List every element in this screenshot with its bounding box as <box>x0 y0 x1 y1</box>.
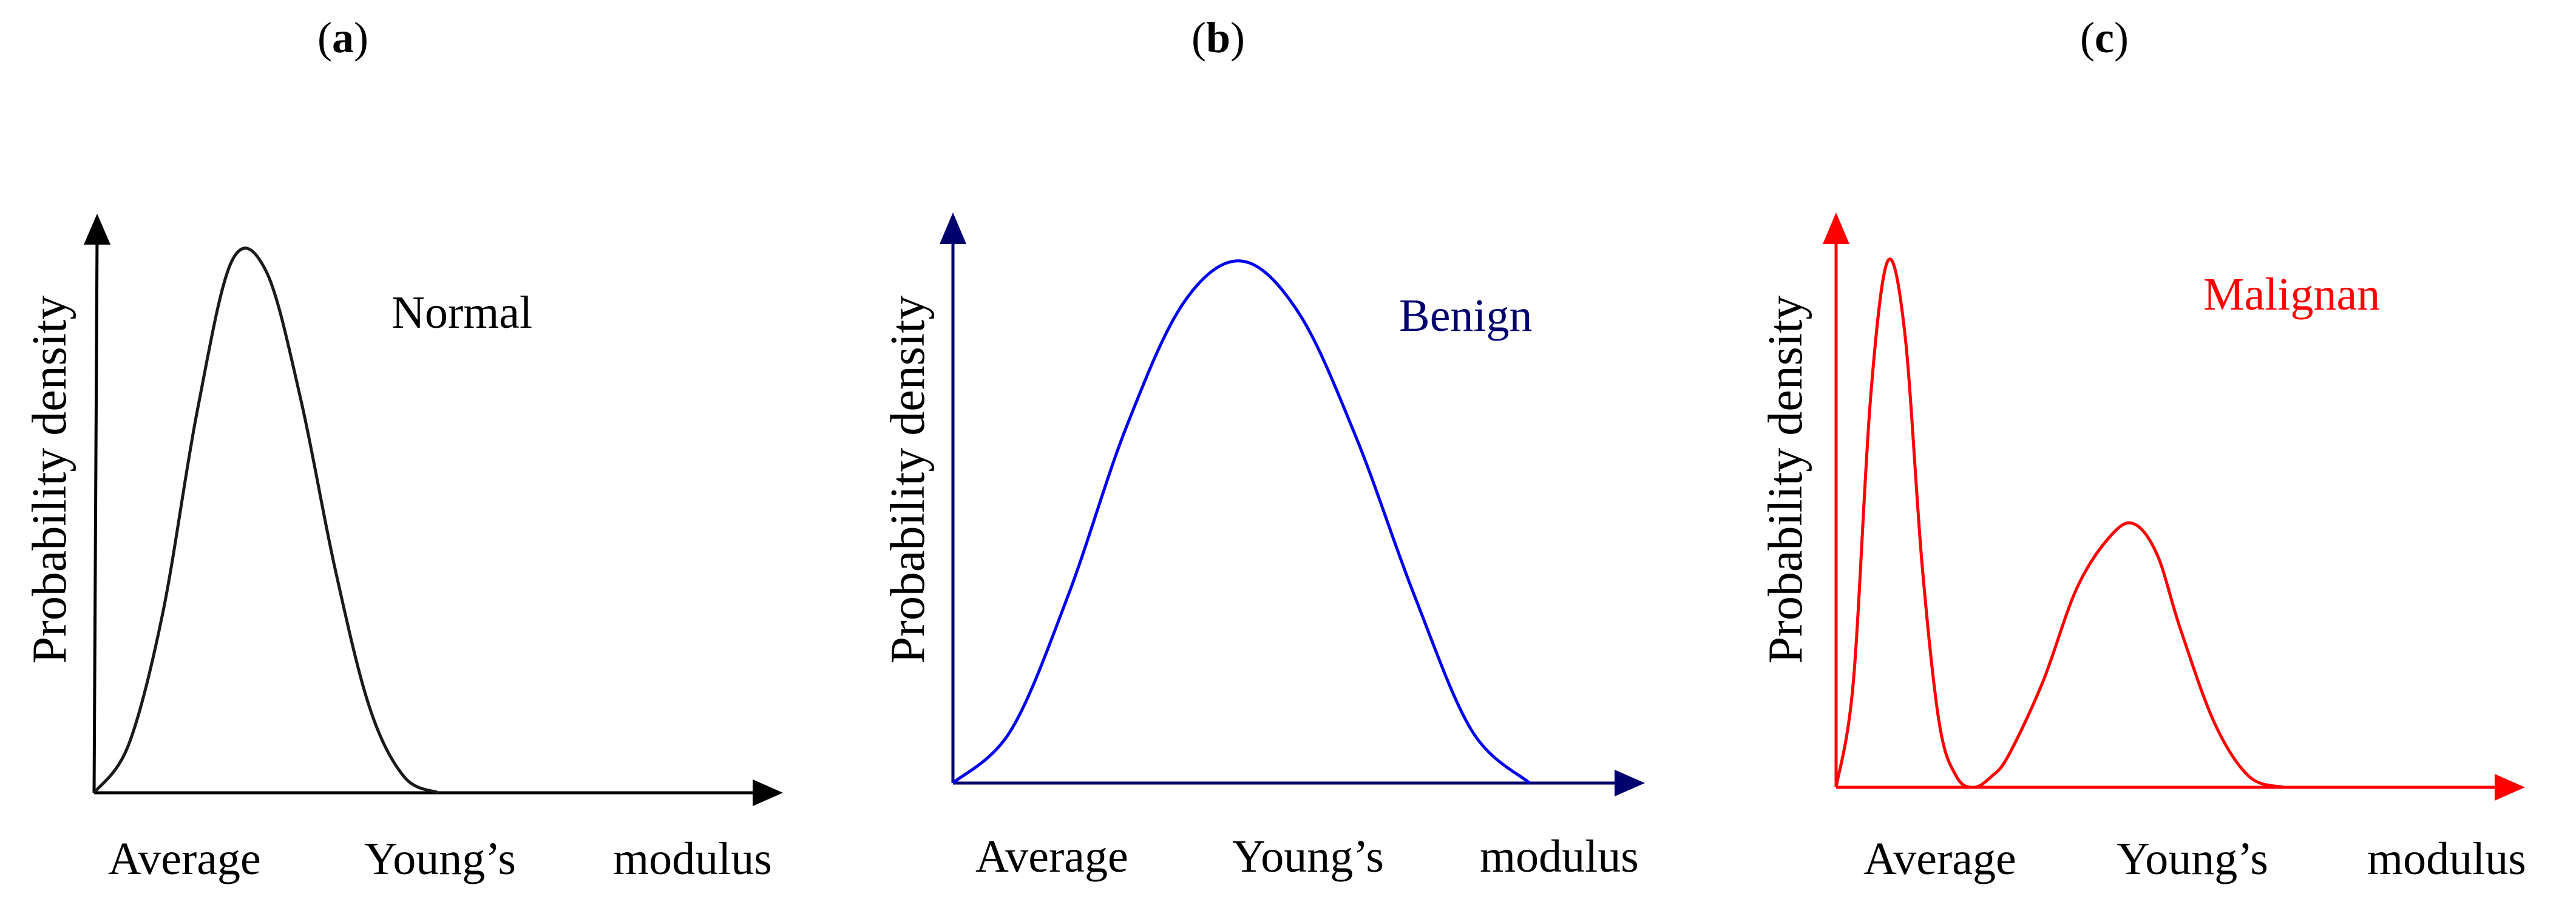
panel-b-y-axis-arrowhead <box>940 212 966 244</box>
panel-a-y-axis-label: Probability density <box>23 296 76 664</box>
panel-a-x-axis-arrowhead <box>753 779 783 806</box>
panel-c-letter-text: c <box>2095 13 2114 62</box>
panel-b-letter-text: b <box>1206 13 1230 62</box>
panel-a-letter: (a) <box>317 13 368 62</box>
panel-c-x-axis-arrowhead <box>2495 774 2525 801</box>
panel-a-letter-text: a <box>332 13 354 62</box>
panel-b-benign-curve <box>952 259 1531 784</box>
panel-a-x-label-modulus: modulus <box>613 833 772 884</box>
panel-a-normal-curve <box>92 246 439 795</box>
panel-b-x-label-average: Average <box>975 831 1128 882</box>
panel-c-y-axis-label: Probability density <box>1759 296 1812 664</box>
panel-c-malignan-curve <box>1834 257 2285 789</box>
panel-a-y-axis-arrowhead <box>84 214 110 245</box>
panel-b-series-label: Benign <box>1399 290 1533 341</box>
panel-c: (c) Probability density Malignan Average… <box>1759 13 2526 884</box>
panel-a-x-label-youngs: Young’s <box>364 833 516 884</box>
panel-c-x-label-youngs: Young’s <box>2117 833 2268 884</box>
panel-b: (b) Probability density Benign Average Y… <box>881 13 1645 882</box>
panel-a-series-label: Normal <box>391 287 532 338</box>
panel-c-series-label: Malignan <box>2203 269 2380 320</box>
panel-c-letter: (c) <box>2080 13 2129 62</box>
panel-b-y-axis-label: Probability density <box>881 296 935 664</box>
panel-b-letter: (b) <box>1191 13 1245 62</box>
panel-b-x-axis-arrowhead <box>1615 770 1645 796</box>
panel-c-x-label-average: Average <box>1863 833 2016 884</box>
panel-a: (a) Probability density Normal Average Y… <box>23 13 783 884</box>
panel-a-x-label-average: Average <box>108 833 261 884</box>
panel-c-y-axis-arrowhead <box>1823 212 1849 244</box>
panel-b-x-label-modulus: modulus <box>1480 831 1639 882</box>
panel-a-y-axis <box>92 233 99 793</box>
panel-c-x-label-modulus: modulus <box>2367 833 2526 884</box>
panel-b-x-label-youngs: Young’s <box>1232 831 1384 882</box>
